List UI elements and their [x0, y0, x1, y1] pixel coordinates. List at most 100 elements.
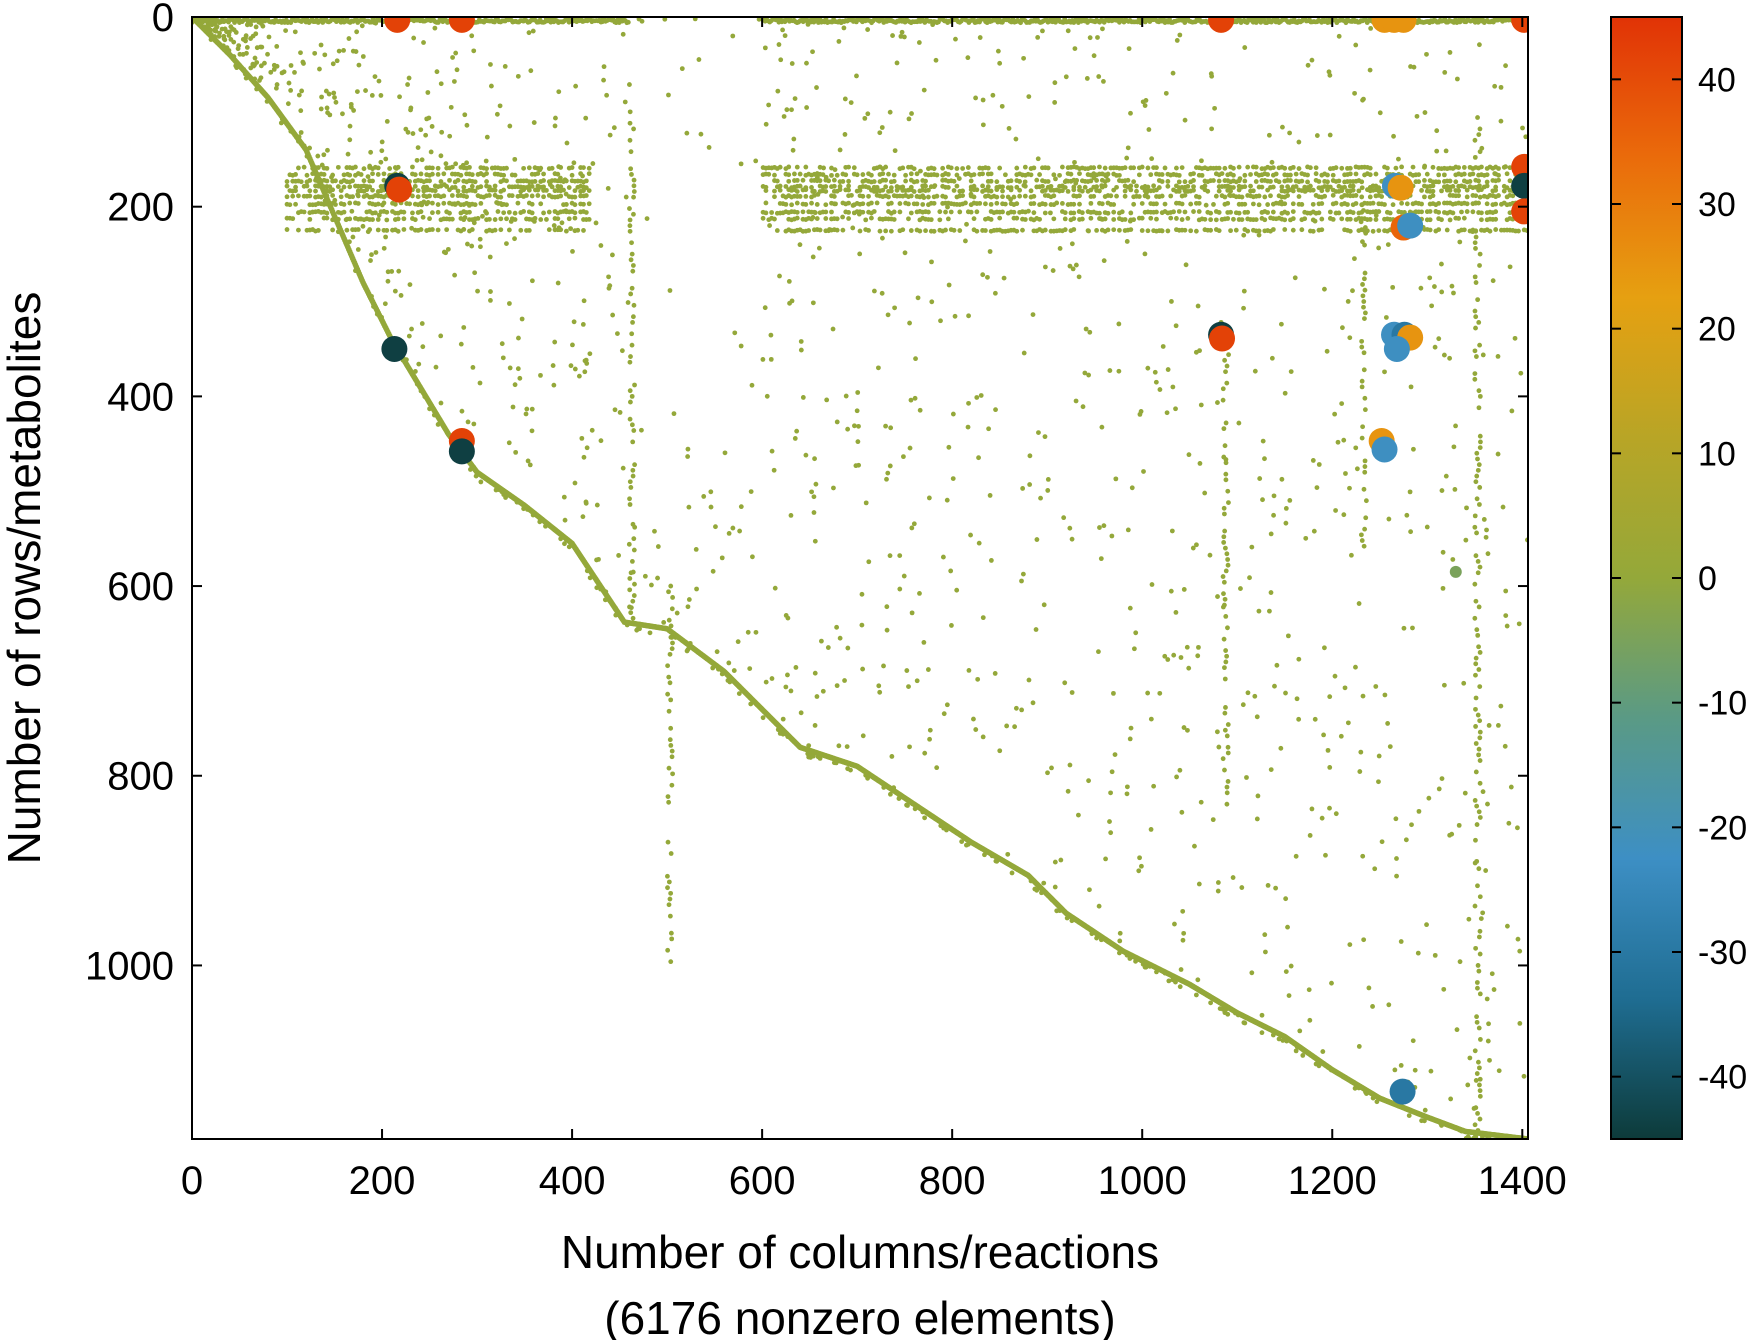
nonzero-dot — [384, 228, 390, 233]
nonzero-dot — [1293, 171, 1299, 177]
nonzero-dot — [587, 351, 593, 357]
nonzero-dot — [1145, 228, 1151, 234]
nonzero-dot — [521, 165, 527, 171]
nonzero-dot — [1484, 996, 1490, 1002]
nonzero-dot — [401, 216, 407, 222]
nonzero-dot — [823, 184, 829, 189]
nonzero-dot — [943, 209, 948, 215]
nonzero-dot — [471, 220, 477, 226]
nonzero-dot — [812, 538, 818, 544]
nonzero-dot — [1035, 34, 1041, 40]
nonzero-dot — [330, 187, 336, 193]
nonzero-dot — [478, 479, 484, 485]
nonzero-dot — [1434, 128, 1440, 134]
nonzero-dot — [1148, 215, 1154, 221]
nonzero-dot — [1321, 732, 1326, 738]
nonzero-dot — [1464, 209, 1470, 214]
nonzero-dot — [1507, 178, 1513, 184]
nonzero-dot — [1248, 183, 1253, 189]
nonzero-dot — [1447, 217, 1453, 223]
nonzero-dot — [1335, 439, 1341, 445]
nonzero-dot — [1084, 76, 1090, 81]
nonzero-dot — [471, 48, 477, 54]
nonzero-dot — [908, 228, 914, 233]
nonzero-dot — [1465, 1082, 1471, 1088]
nonzero-dot — [605, 186, 611, 191]
nonzero-dot — [1073, 180, 1079, 186]
nonzero-dot — [341, 202, 347, 207]
nonzero-dot — [960, 188, 966, 194]
nonzero-dot — [221, 33, 227, 39]
nonzero-dot — [909, 610, 915, 616]
nonzero-dot — [1236, 164, 1242, 170]
nonzero-dot — [1000, 188, 1005, 194]
nonzero-dot — [869, 172, 874, 178]
nonzero-dot — [449, 216, 455, 222]
nonzero-dot — [1272, 683, 1277, 689]
nonzero-dot — [335, 184, 341, 189]
nonzero-dot — [934, 193, 940, 199]
nonzero-dot — [1350, 187, 1356, 193]
nonzero-dot — [563, 202, 569, 207]
nonzero-dot — [1037, 172, 1042, 177]
nonzero-dot — [1019, 707, 1025, 713]
nonzero-dot — [1017, 193, 1023, 199]
nonzero-dot — [1186, 452, 1192, 458]
nonzero-dot — [960, 166, 966, 171]
nonzero-dot — [1071, 187, 1077, 193]
nonzero-dot — [538, 372, 543, 378]
nonzero-dot — [1314, 485, 1320, 491]
nonzero-dot — [1004, 723, 1010, 729]
nonzero-dot — [836, 743, 842, 749]
nonzero-dot — [698, 131, 704, 137]
nonzero-dot — [1022, 164, 1028, 170]
nonzero-dot — [1484, 201, 1490, 207]
nonzero-dot — [532, 179, 538, 184]
nonzero-dot — [1419, 209, 1424, 215]
nonzero-dot — [950, 411, 956, 417]
nonzero-dot — [1467, 179, 1473, 184]
nonzero-dot — [1376, 228, 1382, 234]
nonzero-dot — [949, 623, 954, 628]
nonzero-dot — [1394, 873, 1399, 879]
nonzero-dot — [1045, 165, 1051, 171]
nonzero-dot — [1479, 217, 1484, 223]
nonzero-dot — [1327, 209, 1333, 215]
nonzero-dot — [1285, 210, 1290, 216]
nonzero-dot — [774, 178, 780, 184]
nonzero-dot — [360, 54, 366, 59]
nonzero-dot — [1097, 164, 1102, 170]
nonzero-dot — [931, 228, 937, 234]
nonzero-dot — [1248, 172, 1253, 177]
nonzero-dot — [1293, 853, 1299, 859]
nonzero-dot — [333, 178, 338, 184]
nonzero-dot — [997, 215, 1003, 221]
nonzero-dot — [1515, 936, 1521, 942]
nonzero-dot — [1296, 194, 1302, 199]
nonzero-dot — [1419, 201, 1424, 207]
nonzero-dot — [1128, 210, 1134, 216]
nonzero-dot — [1228, 209, 1233, 215]
nonzero-dot — [1412, 1067, 1418, 1073]
nonzero-dot — [810, 254, 816, 260]
nonzero-dot — [1487, 228, 1493, 234]
nonzero-dot — [1168, 193, 1174, 199]
nonzero-dot — [1339, 188, 1345, 194]
nonzero-dot — [1472, 903, 1478, 909]
nonzero-dot — [1491, 987, 1497, 992]
nonzero-dot — [307, 178, 313, 183]
nonzero-dot — [1253, 217, 1259, 223]
nonzero-dot — [963, 200, 968, 206]
nonzero-dot — [1096, 649, 1101, 655]
nonzero-dot — [558, 193, 564, 199]
nonzero-dot — [512, 210, 518, 216]
nonzero-dot — [455, 177, 461, 183]
nonzero-dot — [284, 183, 290, 189]
nonzero-dot — [965, 424, 971, 430]
nonzero-dot — [1373, 171, 1379, 177]
nonzero-dot — [1345, 202, 1350, 207]
nonzero-dot — [384, 209, 390, 215]
nonzero-dot — [418, 227, 424, 232]
nonzero-dot — [823, 216, 829, 221]
nonzero-dot — [906, 201, 911, 207]
